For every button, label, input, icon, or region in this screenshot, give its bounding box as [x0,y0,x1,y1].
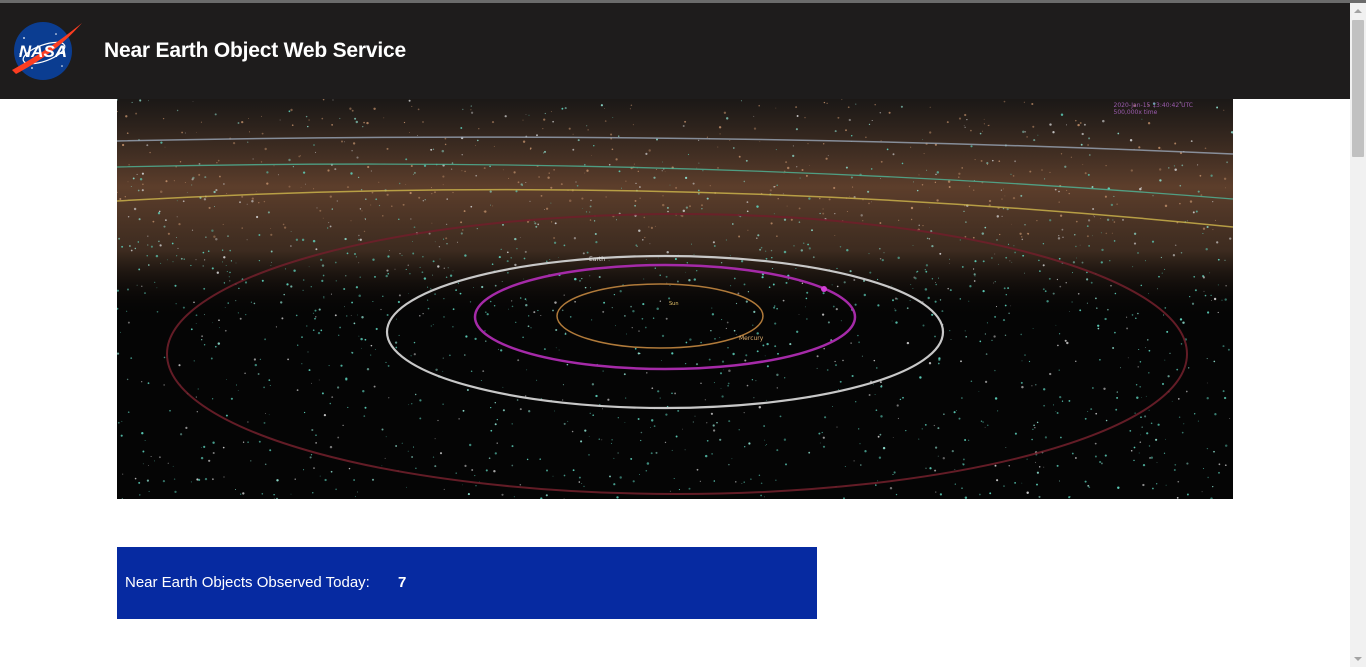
neo-count-label: Near Earth Objects Observed Today: [125,574,370,591]
site-header: NASA Near Earth Object Web Service [0,3,1350,99]
scroll-up-arrow-icon[interactable] [1350,3,1366,19]
simulation-speed-text: 500,000x time [1114,109,1193,116]
scrollbar-thumb[interactable] [1352,20,1364,157]
solar-system-asteroid-belt-image: Earth Sun Mercury [117,99,1233,499]
neo-count-panel: Near Earth Objects Observed Today: 7 [117,547,817,619]
nasa-logo[interactable]: NASA [10,20,84,82]
earth-label: Earth [589,256,605,263]
solar-system-hero-image: Earth Sun Mercury 2020-Jan-15 13:40:42 U… [117,99,1233,499]
nasa-logo-text: NASA [19,42,67,61]
sun-label: Sun [669,301,679,307]
vertical-scrollbar[interactable] [1350,3,1366,667]
page-title: Near Earth Object Web Service [104,39,406,63]
mercury-label: Mercury [739,335,764,342]
scroll-down-arrow-icon[interactable] [1350,651,1366,667]
nasa-meatball-logo-icon: NASA [10,20,84,82]
simulation-date-text: 2020-Jan-15 13:40:42 UTC [1114,102,1193,109]
simulation-timestamp: 2020-Jan-15 13:40:42 UTC 500,000x time [1114,102,1193,116]
neo-count-value: 7 [398,574,406,591]
